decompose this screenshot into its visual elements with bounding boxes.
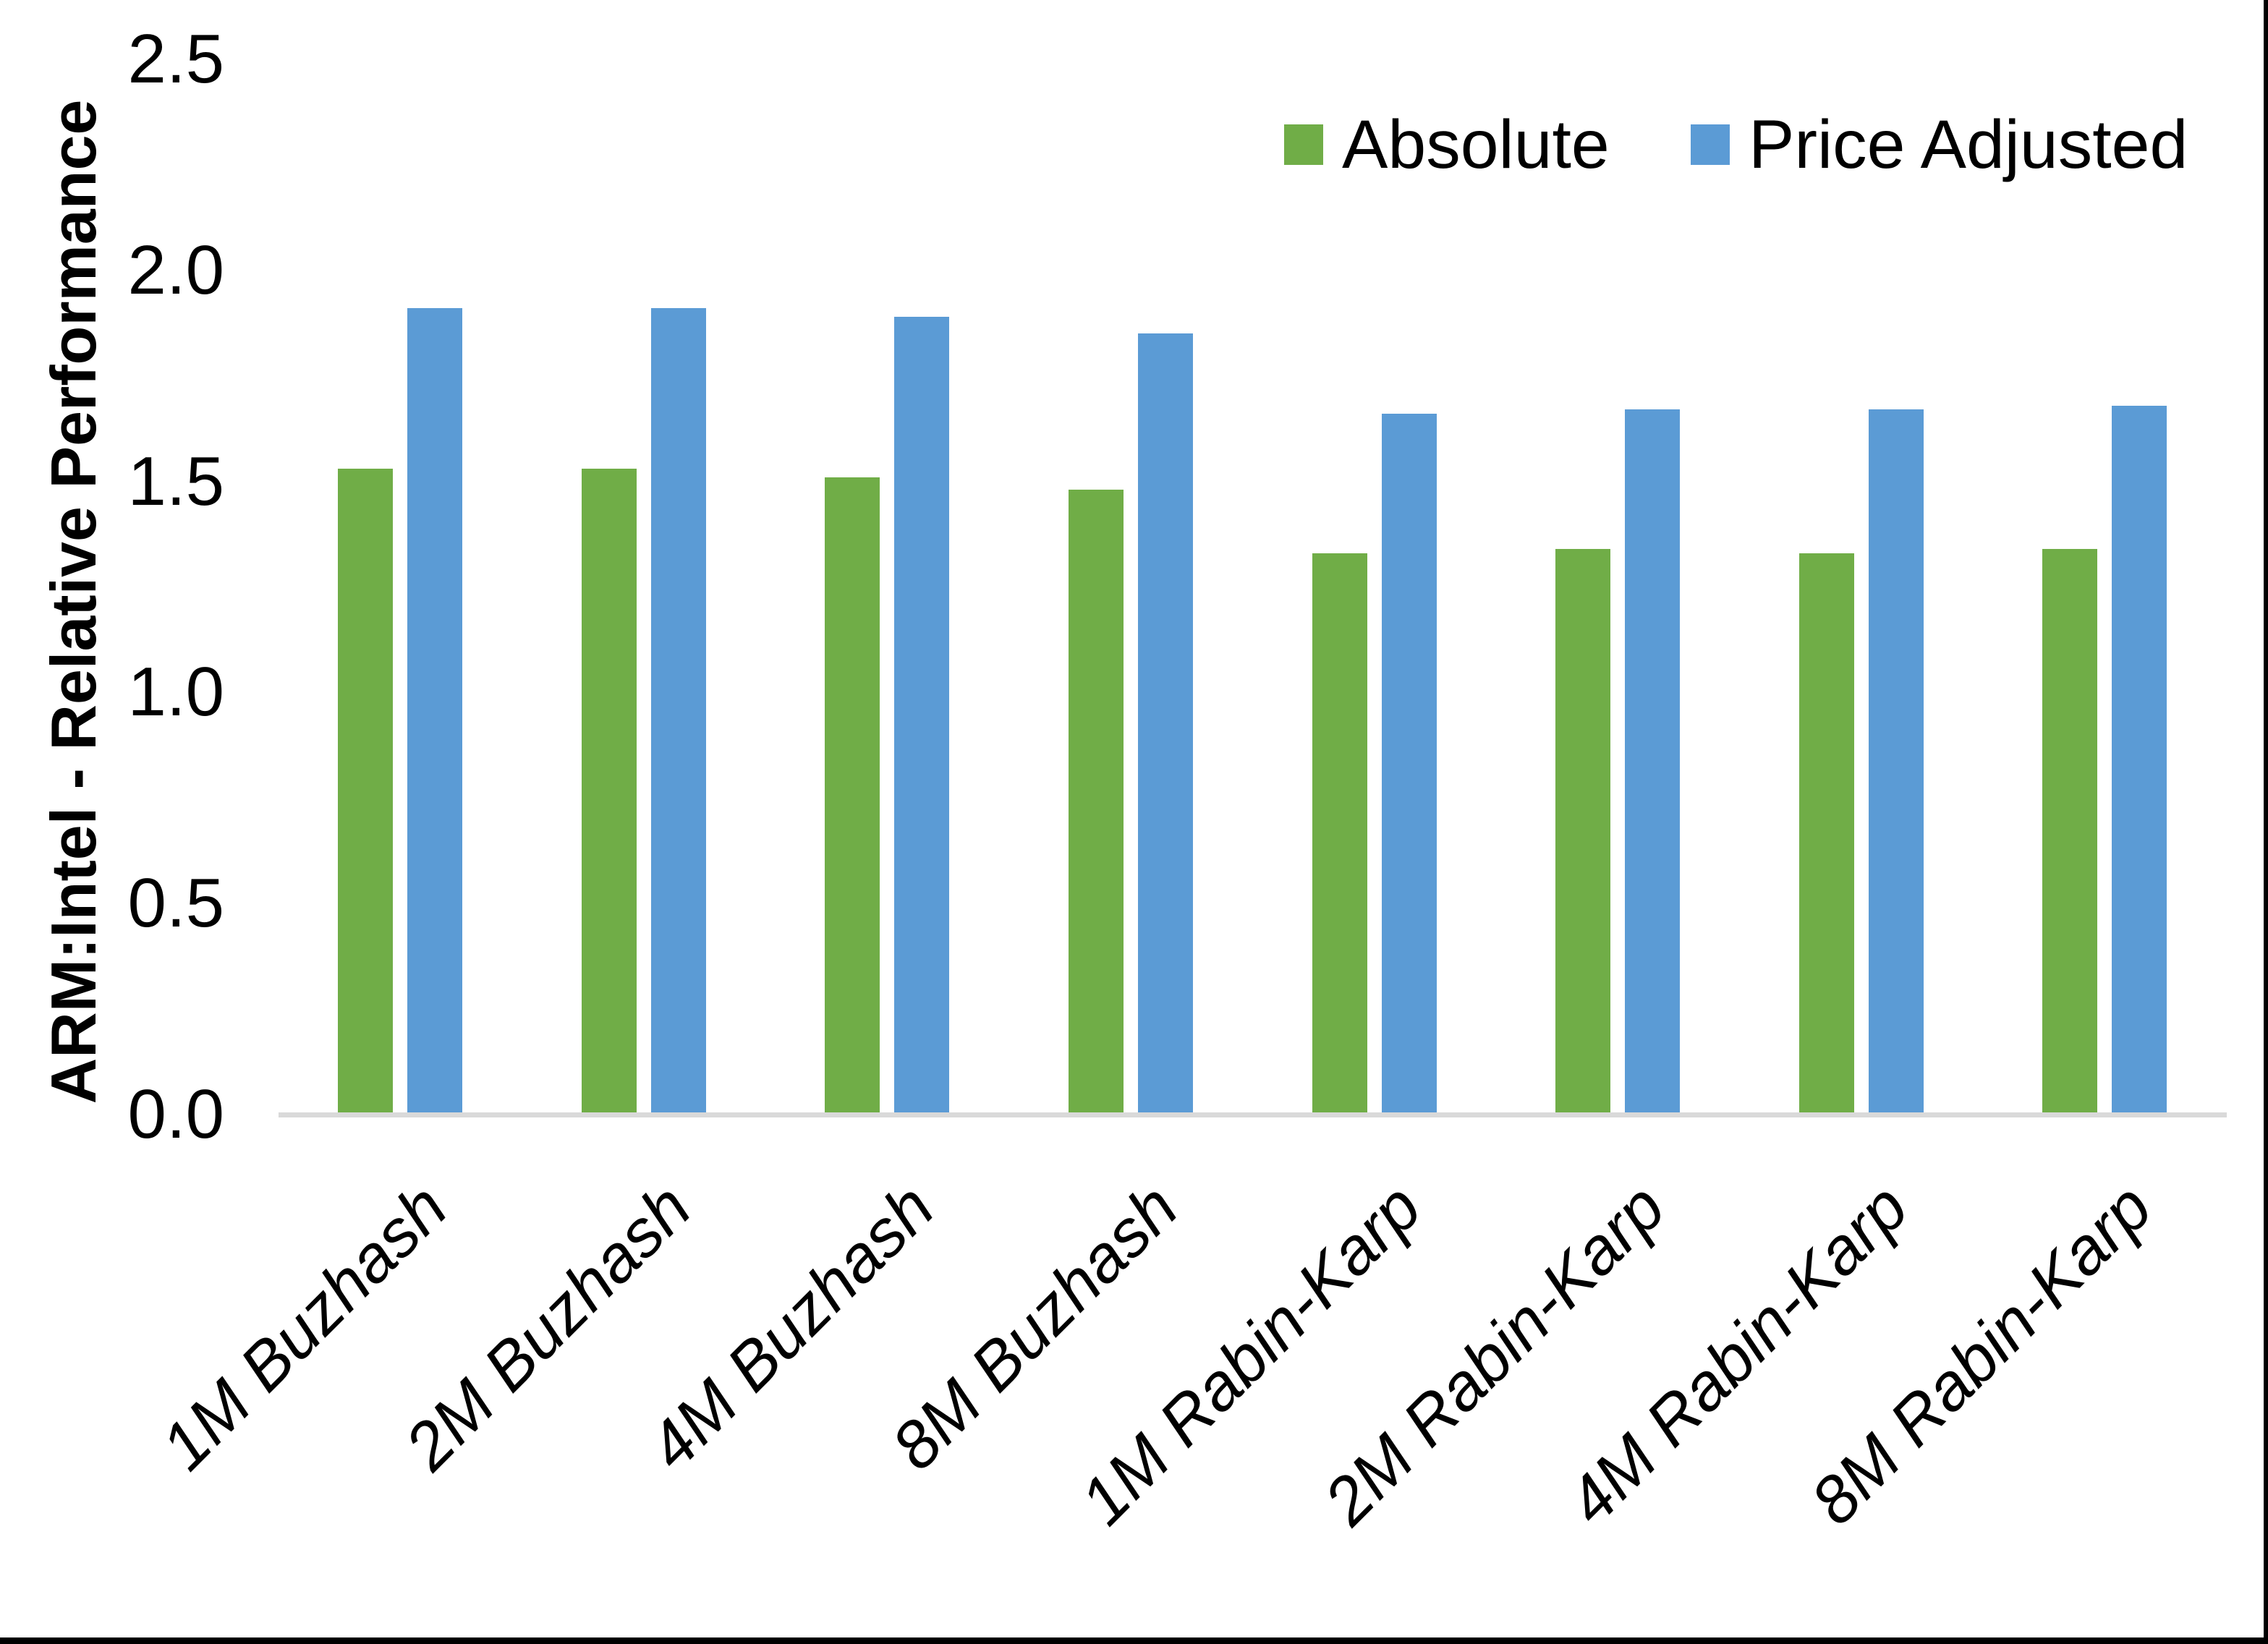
y-tick-label: 2.0: [127, 231, 224, 309]
legend-label-absolute: Absolute: [1342, 106, 1610, 183]
x-axis-line: [279, 1112, 2227, 1117]
plot-area: [279, 59, 2227, 1115]
bar-price-adjusted: [1625, 409, 1681, 1115]
legend-swatch-absolute: [1284, 124, 1323, 165]
y-tick-label: 1.0: [127, 653, 224, 731]
bar-price-adjusted: [2112, 406, 2167, 1115]
bar-absolute: [1312, 553, 1367, 1115]
bar-price-adjusted: [894, 317, 950, 1115]
bar-price-adjusted: [650, 308, 706, 1115]
bar-absolute: [825, 477, 880, 1115]
y-tick-label: 1.5: [127, 442, 224, 520]
bar-absolute: [338, 469, 393, 1115]
bar-price-adjusted: [1381, 414, 1437, 1115]
bar-price-adjusted: [1137, 333, 1193, 1115]
bar-price-adjusted: [1868, 409, 1924, 1115]
legend-item-absolute: Absolute: [1284, 108, 1610, 181]
y-tick-label: 0.0: [127, 1076, 224, 1153]
y-tick-label: 2.5: [127, 20, 224, 98]
legend-swatch-price-adjusted: [1691, 124, 1730, 165]
y-tick-label: 0.5: [127, 864, 224, 942]
bar-price-adjusted: [407, 308, 462, 1115]
bar-absolute: [581, 469, 637, 1115]
legend-label-price-adjusted: Price Adjusted: [1749, 106, 2188, 183]
bar-absolute: [2042, 549, 2098, 1115]
bar-absolute: [1798, 553, 1854, 1115]
bar-absolute: [1555, 549, 1611, 1115]
legend-item-price-adjusted: Price Adjusted: [1691, 108, 2188, 181]
bar-absolute: [1068, 490, 1124, 1115]
